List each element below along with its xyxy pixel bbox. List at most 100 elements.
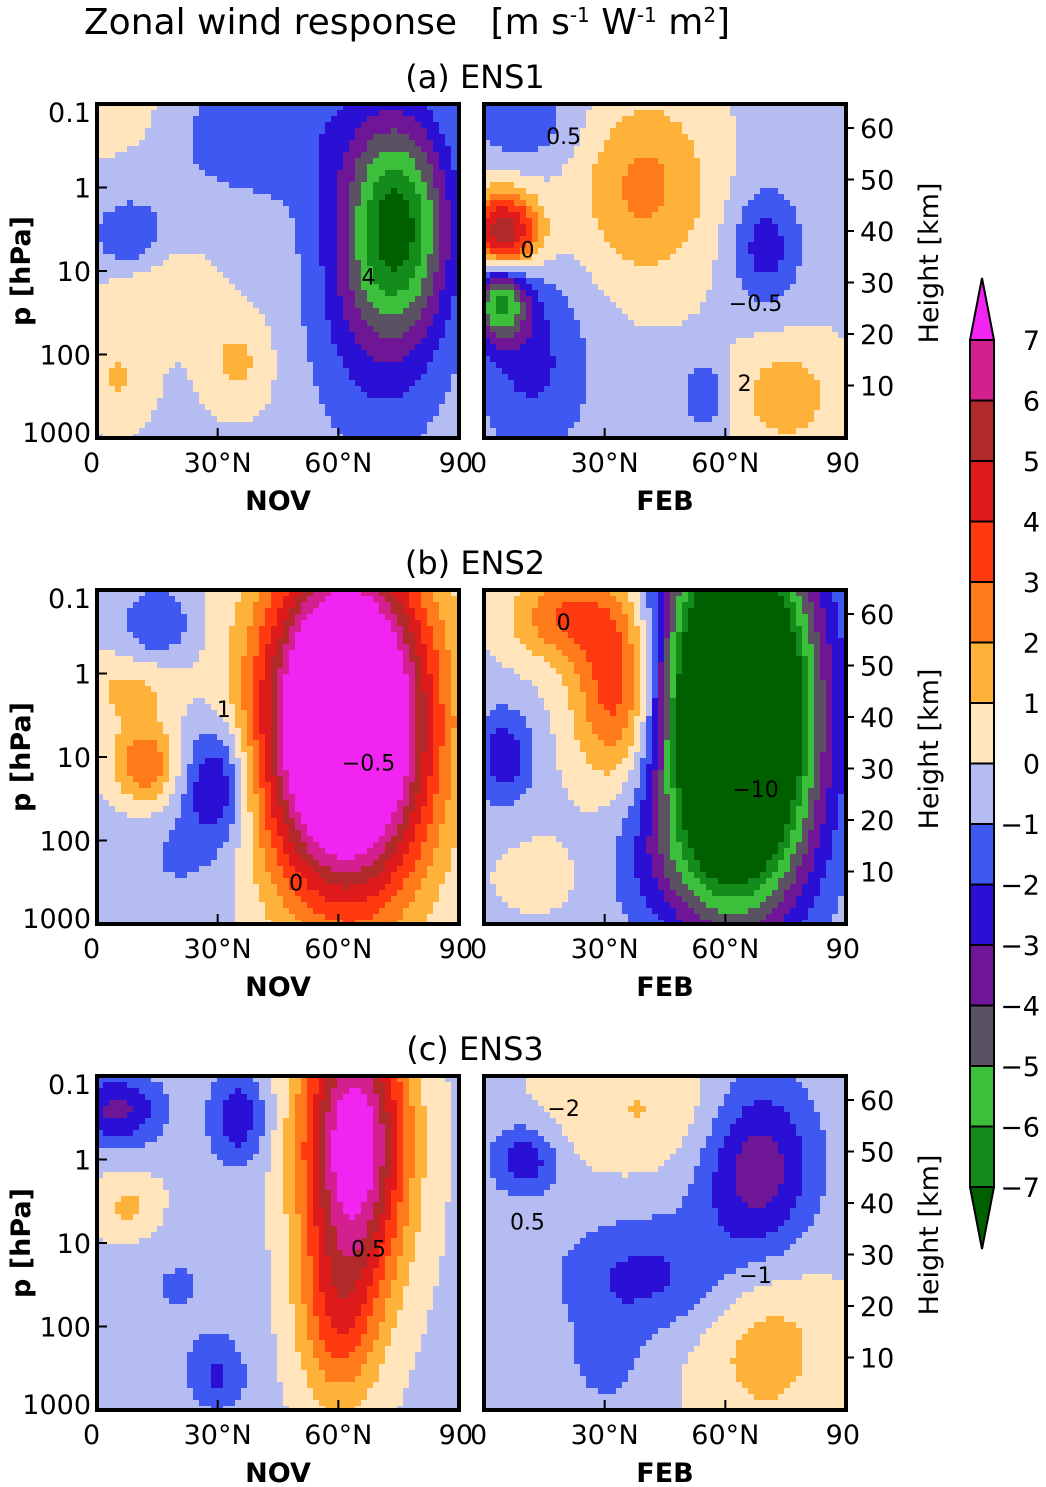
field-cell [115, 128, 122, 135]
field-cell [562, 194, 569, 201]
field-cell [556, 158, 563, 165]
field-cell [361, 254, 368, 261]
field-cell [403, 428, 410, 435]
field-cell [337, 386, 344, 393]
field-cell [712, 188, 719, 195]
field-cell [379, 134, 386, 141]
field-cell [385, 290, 392, 297]
field-cell [664, 140, 671, 147]
field-cell [283, 194, 290, 201]
field-cell [427, 200, 434, 207]
field-cell [451, 146, 458, 153]
field-cell [379, 164, 386, 171]
field-cell [259, 314, 266, 321]
field-cell [796, 248, 803, 255]
field-cell [175, 188, 182, 195]
field-cell [796, 176, 803, 183]
field-cell [157, 140, 164, 147]
field-cell [259, 104, 266, 111]
field-cell [391, 104, 398, 111]
field-cell [127, 104, 134, 111]
field-cell [646, 134, 653, 141]
field-cell [433, 110, 440, 117]
field-cell [676, 128, 683, 135]
field-cell [115, 380, 122, 387]
field-cell [265, 122, 272, 129]
field-cell [325, 206, 332, 213]
field-cell [319, 374, 326, 381]
field-cell [247, 308, 254, 315]
field-cell [115, 254, 122, 261]
field-cell [337, 236, 344, 243]
field-cell [145, 152, 152, 159]
field-cell [379, 380, 386, 387]
field-cell [163, 224, 170, 231]
field-cell [163, 314, 170, 321]
field-cell [526, 170, 533, 177]
field-cell [127, 218, 134, 225]
field-cell [712, 242, 719, 249]
field-cell [814, 230, 821, 237]
field-cell [730, 152, 737, 159]
field-cell [616, 200, 623, 207]
field-cell [337, 200, 344, 207]
field-cell [253, 128, 260, 135]
field-cell [520, 200, 527, 207]
field-cell [676, 134, 683, 141]
field-cell [415, 218, 422, 225]
field-cell [700, 104, 707, 111]
field-cell [415, 236, 422, 243]
field-cell [496, 218, 503, 225]
field-cell [676, 254, 683, 261]
field-cell [205, 332, 212, 339]
field-cell [814, 122, 821, 129]
field-cell [826, 206, 833, 213]
field-cell [502, 230, 509, 237]
field-cell [139, 158, 146, 165]
field-cell [265, 152, 272, 159]
field-cell [205, 170, 212, 177]
field-cell [397, 230, 404, 237]
field-cell [307, 104, 314, 111]
field-cell [520, 212, 527, 219]
field-cell [421, 314, 428, 321]
field-cell [145, 116, 152, 123]
field-cell [433, 332, 440, 339]
field-cell [337, 158, 344, 165]
field-cell [796, 182, 803, 189]
field-cell [490, 218, 497, 225]
field-cell [676, 140, 683, 147]
field-cell [139, 278, 146, 285]
field-cell [307, 266, 314, 273]
field-cell [289, 134, 296, 141]
field-cell [187, 272, 194, 279]
field-cell [409, 368, 416, 375]
field-cell [604, 206, 611, 213]
field-cell [415, 272, 422, 279]
field-cell [514, 152, 521, 159]
field-cell [133, 386, 140, 393]
field-cell [586, 134, 593, 141]
field-cell [343, 392, 350, 399]
field-cell [223, 122, 230, 129]
field-cell [109, 104, 116, 111]
field-cell [766, 170, 773, 177]
field-cell [415, 110, 422, 117]
field-cell [415, 308, 422, 315]
field-cell [295, 104, 302, 111]
field-cell [217, 254, 224, 261]
field-cell [385, 146, 392, 153]
field-cell [532, 188, 539, 195]
field-cell [115, 314, 122, 321]
field-cell [694, 152, 701, 159]
field-cell [802, 218, 809, 225]
field-cell [760, 194, 767, 201]
field-cell [97, 230, 104, 237]
field-cell [199, 116, 206, 123]
field-cell [169, 200, 176, 207]
field-cell [409, 260, 416, 267]
field-cell [367, 374, 374, 381]
field-cell [391, 308, 398, 315]
field-cell [385, 272, 392, 279]
field-cell [121, 398, 128, 405]
